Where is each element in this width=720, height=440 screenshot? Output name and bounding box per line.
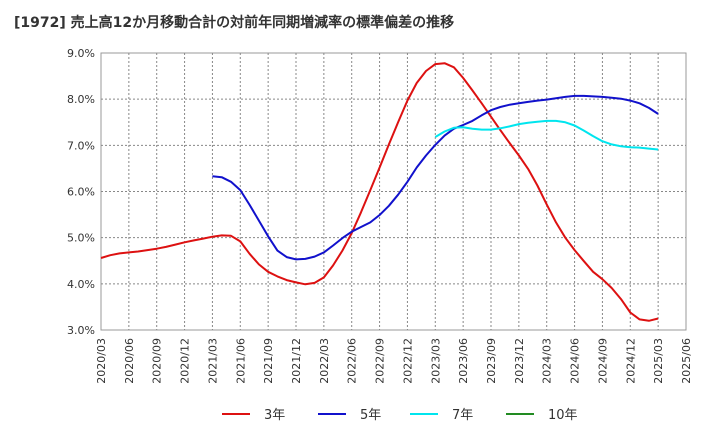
- x-tick-label: 2021/12: [290, 338, 303, 384]
- legend: 3年 5年 7年 10年: [222, 408, 578, 423]
- x-tick-label: 2021/03: [206, 338, 219, 384]
- x-tick-label: 2020/03: [95, 338, 108, 384]
- x-tick-label: 2024/09: [596, 338, 609, 384]
- legend-label: 10年: [548, 408, 578, 423]
- series-line-7年: [434, 119, 659, 151]
- legend-label: 5年: [360, 408, 381, 423]
- series-layer: [100, 62, 659, 322]
- x-tick-label: 2022/09: [374, 338, 387, 384]
- y-tick-label: 9.0%: [67, 47, 95, 60]
- x-tick-label: 2020/06: [123, 338, 136, 384]
- y-tick-label: 7.0%: [67, 139, 95, 152]
- x-tick-label: 2020/09: [151, 338, 164, 384]
- y-tick-label: 3.0%: [67, 324, 95, 337]
- y-tick-label: 4.0%: [67, 278, 95, 291]
- legend-label: 7年: [452, 408, 473, 423]
- series-line-5年: [212, 94, 659, 261]
- x-tick-label: 2023/06: [457, 338, 470, 384]
- legend-label: 3年: [264, 408, 285, 423]
- x-tick-label: 2023/09: [485, 338, 498, 384]
- y-tick-label: 8.0%: [67, 93, 95, 106]
- axis-layer: 3.0% 4.0% 5.0% 6.0% 7.0% 8.0% 9.0% 2020/03 2020/…: [67, 47, 693, 384]
- y-tick-label: 6.0%: [67, 186, 95, 199]
- x-tick-label: 2022/12: [401, 338, 414, 384]
- chart-title: [1972] 売上高12か月移動合計の対前年同期増減率の標準偏差の推移: [14, 15, 455, 31]
- x-tick-label: 2025/06: [680, 338, 693, 384]
- grid-layer: [100, 52, 687, 331]
- x-tick-label: 2024/03: [541, 338, 554, 384]
- x-tick-label: 2023/12: [513, 338, 526, 384]
- x-tick-label: 2020/12: [179, 338, 192, 384]
- series-line-3年: [100, 62, 659, 322]
- x-tick-label: 2023/03: [429, 338, 442, 384]
- x-tick-label: 2024/06: [569, 338, 582, 384]
- x-tick-label: 2021/09: [262, 338, 275, 384]
- x-tick-label: 2024/12: [624, 338, 637, 384]
- x-tick-label: 2022/03: [318, 338, 331, 384]
- y-tick-label: 5.0%: [67, 232, 95, 245]
- x-tick-label: 2021/06: [234, 338, 247, 384]
- x-tick-label: 2025/03: [652, 338, 665, 384]
- x-tick-label: 2022/06: [346, 338, 359, 384]
